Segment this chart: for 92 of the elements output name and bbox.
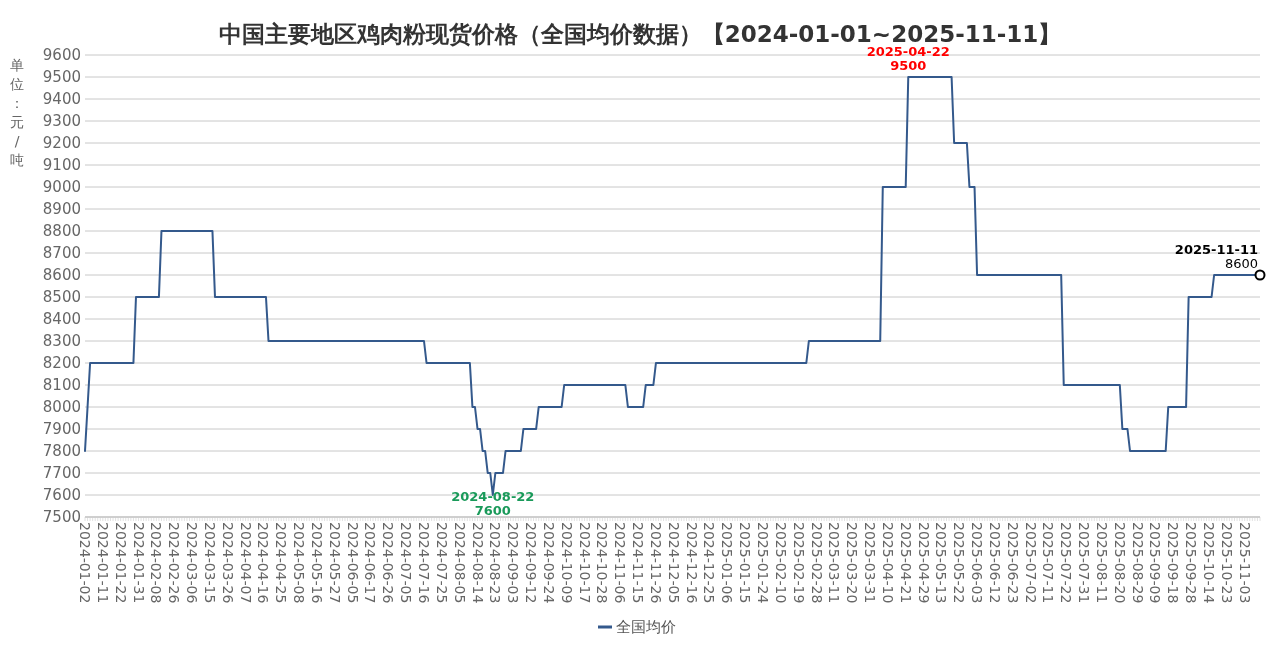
x-tick-label: 2024-02-26 <box>166 522 183 604</box>
x-tick-label: 2025-06-12 <box>986 522 1003 604</box>
x-tick-label: 2024-08-05 <box>451 522 468 604</box>
x-tick-label: 2025-07-31 <box>1076 522 1093 604</box>
x-tick-label: 2024-04-25 <box>273 522 290 604</box>
x-tick-label: 2024-07-16 <box>415 522 432 604</box>
x-tick-label: 2024-03-06 <box>184 522 201 604</box>
x-tick-label: 2024-07-25 <box>433 522 450 604</box>
x-tick-label: 2024-06-05 <box>344 522 361 604</box>
y-tick-label: 8900 <box>42 200 81 218</box>
x-tick-label: 2024-10-17 <box>576 522 593 604</box>
x-tick-label: 2025-04-29 <box>915 522 932 604</box>
x-tick-label: 2024-04-07 <box>237 522 254 604</box>
x-tick-label: 2025-03-31 <box>862 522 879 604</box>
x-tick-label: 2025-09-28 <box>1183 522 1200 604</box>
y-tick-label: 8800 <box>42 222 81 240</box>
x-tick-label: 2024-06-26 <box>380 522 397 604</box>
y-tick-label: 7700 <box>42 464 81 482</box>
x-tick-label: 2025-10-23 <box>1218 522 1235 604</box>
x-tick-label: 2025-02-19 <box>790 522 807 604</box>
x-tick-label: 2024-10-28 <box>594 522 611 604</box>
y-tick-label: 9300 <box>42 112 81 130</box>
x-tick-label: 2024-11-06 <box>612 522 629 604</box>
x-tick-label: 2025-05-22 <box>951 522 968 604</box>
x-tick-label: 2025-02-28 <box>808 522 825 604</box>
x-tick-label: 2025-06-03 <box>969 522 986 604</box>
data-label: 2025-04-22 9500 <box>866 44 950 73</box>
y-axis-title: 单位：元/吨 <box>10 57 24 168</box>
y-tick-label: 8600 <box>42 266 81 284</box>
y-tick-label: 9600 <box>42 46 81 64</box>
x-tick-label: 2024-12-25 <box>701 522 718 604</box>
y-tick-label: 8700 <box>42 244 81 262</box>
x-tick-label: 2025-01-24 <box>754 522 771 604</box>
x-tick-label: 2025-04-21 <box>897 522 914 604</box>
x-tick-label: 2025-10-14 <box>1201 522 1218 604</box>
x-tick-label: 2024-08-14 <box>469 522 486 604</box>
x-tick-label: 2025-01-15 <box>737 522 754 604</box>
x-tick-label: 2024-11-26 <box>647 522 664 604</box>
x-tick-label: 2025-07-22 <box>1058 522 1075 604</box>
x-tick-label: 2024-10-09 <box>558 522 575 604</box>
y-tick-label: 8400 <box>42 310 81 328</box>
x-tick-label: 2025-04-10 <box>879 522 896 604</box>
y-tick-label: 8500 <box>42 288 81 306</box>
x-tick-label: 2025-05-13 <box>933 522 950 604</box>
x-tick-label: 2024-07-05 <box>398 522 415 604</box>
x-tick-label: 2024-01-22 <box>112 522 129 604</box>
x-tick-label: 2024-05-16 <box>308 522 325 604</box>
x-tick-label: 2025-01-06 <box>719 522 736 604</box>
legend-label: 全国均价 <box>616 618 676 636</box>
x-tick-label: 2024-03-15 <box>201 522 218 604</box>
x-tick-label: 2024-12-16 <box>683 522 700 604</box>
y-tick-label: 7800 <box>42 442 81 460</box>
x-tick-label: 2025-09-09 <box>1147 522 1164 604</box>
y-tick-label: 8200 <box>42 354 81 372</box>
y-tick-label: 8300 <box>42 332 81 350</box>
data-label: 2024-08-22 7600 <box>451 489 535 518</box>
y-tick-label: 8100 <box>42 376 81 394</box>
x-tick-label: 2025-06-23 <box>1004 522 1021 604</box>
x-tick-label: 2025-02-10 <box>772 522 789 604</box>
x-tick-label: 2024-09-24 <box>540 522 557 604</box>
x-tick-label: 2024-06-17 <box>362 522 379 604</box>
x-tick-label: 2024-05-08 <box>291 522 308 604</box>
x-tick-label: 2024-03-26 <box>219 522 236 604</box>
x-tick-label: 2025-07-11 <box>1040 522 1057 604</box>
x-tick-label: 2024-01-31 <box>130 522 147 604</box>
x-tick-label: 2025-07-02 <box>1022 522 1039 604</box>
x-tick-label: 2024-09-03 <box>505 522 522 604</box>
y-tick-label: 9400 <box>42 90 81 108</box>
x-tick-label: 2025-08-29 <box>1129 522 1146 604</box>
x-tick-label: 2024-05-27 <box>326 522 343 604</box>
x-tick-label: 2024-08-23 <box>487 522 504 604</box>
chart-title: 中国主要地区鸡肉粉现货价格（全国均价数据）【2024-01-01~2025-11-11】 <box>218 21 1062 47</box>
x-tick-label: 2025-03-20 <box>844 522 861 604</box>
x-tick-label: 2025-09-18 <box>1165 522 1182 604</box>
x-tick-label: 2024-12-05 <box>665 522 682 604</box>
y-tick-label: 7600 <box>42 486 81 504</box>
y-tick-label: 9200 <box>42 134 81 152</box>
x-tick-label: 2025-11-03 <box>1236 522 1253 604</box>
x-tick-label: 2025-08-20 <box>1111 522 1128 604</box>
data-label: 2025-11-11 8600 <box>1174 242 1258 271</box>
y-tick-label: 9000 <box>42 178 81 196</box>
x-tick-label: 2025-03-11 <box>826 522 843 604</box>
x-tick-label: 2025-08-11 <box>1093 522 1110 604</box>
x-tick-label: 2024-11-15 <box>630 522 647 604</box>
x-tick-label: 2024-02-08 <box>148 522 165 604</box>
x-tick-label: 2024-01-11 <box>94 522 111 604</box>
y-tick-label: 7900 <box>42 420 81 438</box>
x-tick-label: 2024-04-16 <box>255 522 272 604</box>
y-tick-label: 9100 <box>42 156 81 174</box>
y-tick-label: 8000 <box>42 398 81 416</box>
y-tick-label: 9500 <box>42 68 81 86</box>
x-tick-label: 2024-09-12 <box>523 522 540 604</box>
